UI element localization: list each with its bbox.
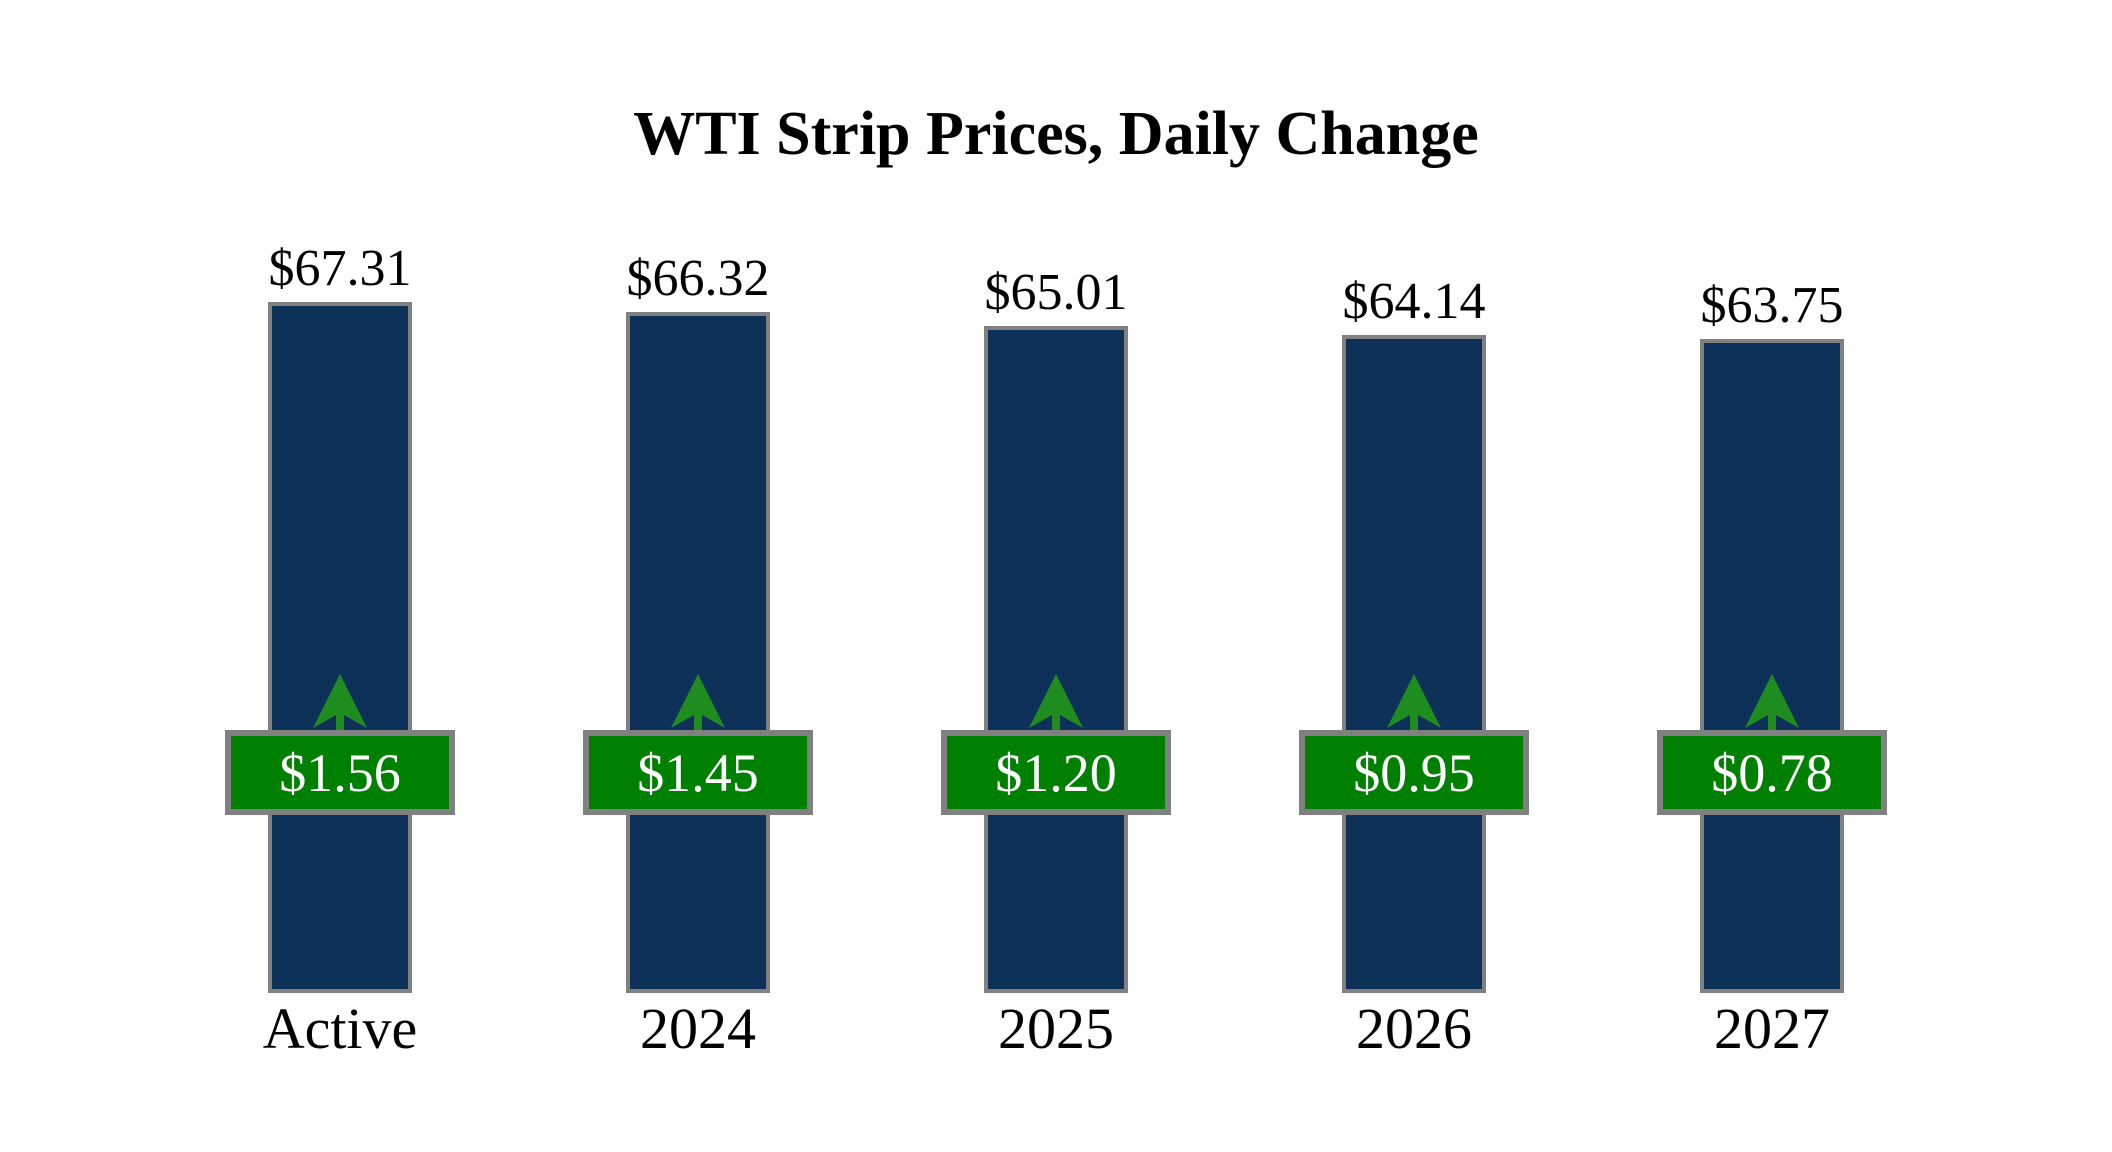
change-badge: $1.56 <box>225 730 455 815</box>
bar <box>1700 339 1844 993</box>
change-badge-label: $0.95 <box>1353 742 1475 803</box>
bar <box>626 312 770 993</box>
change-badge: $0.78 <box>1657 730 1887 815</box>
category-label: 2026 <box>1356 996 1472 1061</box>
change-badge-label: $1.20 <box>995 742 1117 803</box>
change-badge: $1.20 <box>941 730 1171 815</box>
category-label: 2025 <box>998 996 1114 1061</box>
up-arrow-icon <box>1745 674 1799 732</box>
change-badge-label: $0.78 <box>1711 742 1833 803</box>
bar-value-label: $66.32 <box>626 250 770 307</box>
category-label: Active <box>262 996 418 1061</box>
change-badge-label: $1.56 <box>279 742 401 803</box>
bar <box>1342 335 1486 993</box>
chart-title: WTI Strip Prices, Daily Change <box>633 100 1479 168</box>
category-label: 2027 <box>1714 996 1830 1061</box>
bar-value-label: $67.31 <box>268 240 412 297</box>
bar-value-label: $63.75 <box>1700 277 1844 334</box>
up-arrow-icon <box>671 674 725 732</box>
bar-value-label: $65.01 <box>984 264 1128 321</box>
up-arrow-icon <box>1029 674 1083 732</box>
up-arrow-icon <box>1387 674 1441 732</box>
change-badge-label: $1.45 <box>637 742 759 803</box>
category-label: 2024 <box>640 996 756 1061</box>
bar <box>984 326 1128 993</box>
change-badge: $0.95 <box>1299 730 1529 815</box>
bar-value-label: $64.14 <box>1342 273 1486 330</box>
change-badge: $1.45 <box>583 730 813 815</box>
up-arrow-icon <box>313 674 367 732</box>
bar <box>268 302 412 993</box>
